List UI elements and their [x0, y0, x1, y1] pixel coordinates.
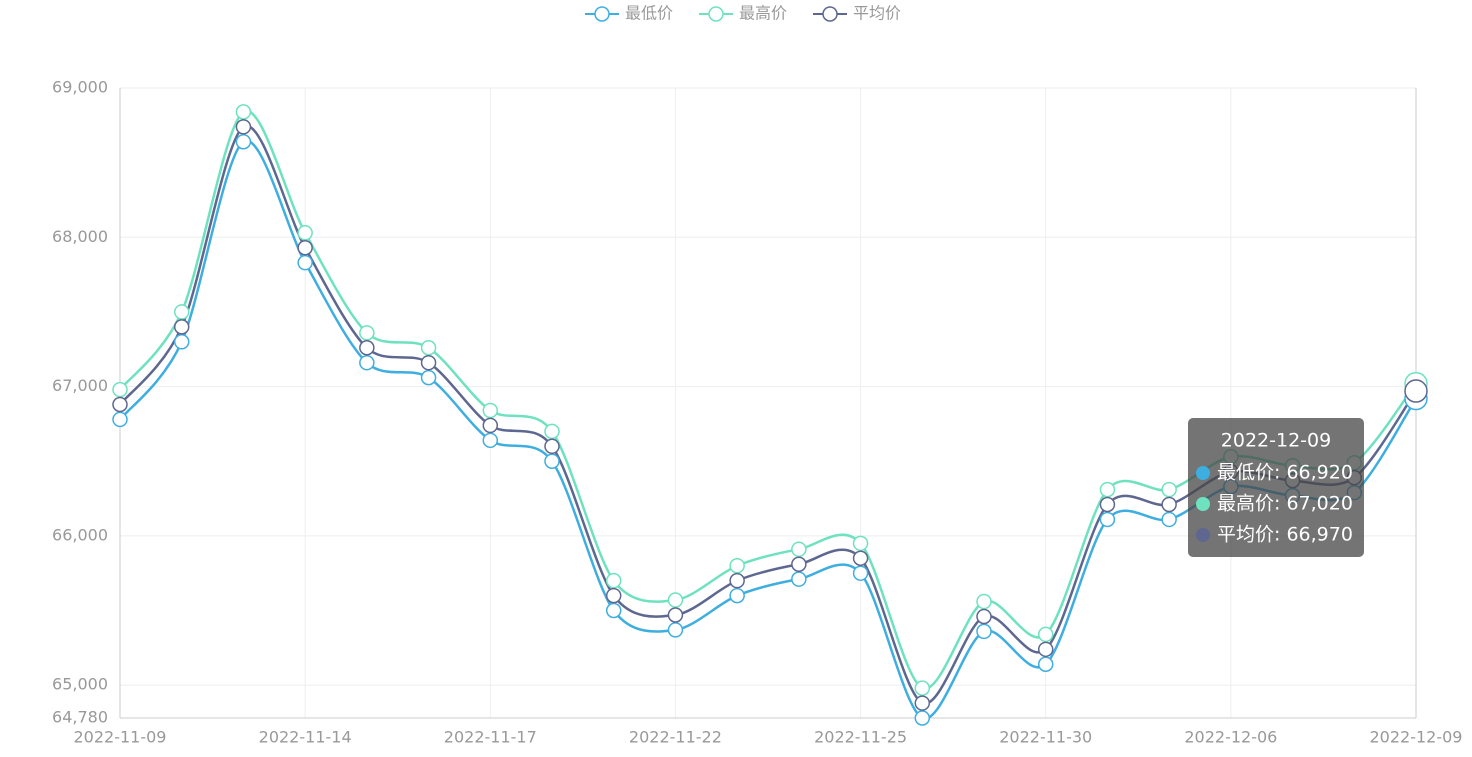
- data-point: [173, 319, 190, 335]
- tooltip-row: 最高价: 67,020: [1217, 493, 1353, 515]
- x-tick-label: 2022-11-25: [814, 728, 907, 747]
- series-line: [119, 124, 1418, 705]
- data-point: [482, 417, 499, 434]
- legend-label: 平均价: [853, 4, 901, 23]
- legend-label: 最低价: [625, 4, 673, 23]
- data-point: [976, 623, 992, 640]
- data-point: [852, 535, 869, 552]
- data-point: [544, 453, 560, 469]
- data-point: [297, 225, 313, 241]
- data-point: [1161, 496, 1177, 513]
- data-point: [544, 423, 560, 440]
- data-point: [297, 254, 313, 271]
- tooltip-row: 最低价: 66,920: [1217, 462, 1353, 484]
- data-point: [235, 119, 252, 135]
- x-tick-label: 2022-11-09: [74, 728, 167, 747]
- data-point: [791, 541, 807, 558]
- legend-icon: [594, 6, 610, 22]
- data-point: [729, 587, 745, 604]
- data-point: [852, 550, 869, 567]
- data-point: [1161, 481, 1177, 498]
- data-point: [112, 411, 128, 428]
- y-tick-label: 66,000: [52, 525, 108, 544]
- legend-label: 最高价: [739, 4, 787, 23]
- data-point: [791, 556, 807, 572]
- data-point: [667, 622, 684, 638]
- legend-icon: [822, 6, 838, 22]
- data-point: [1404, 379, 1428, 403]
- x-tick-label: 2022-12-09: [1370, 728, 1463, 747]
- data-point: [112, 396, 128, 413]
- data-point: [667, 592, 684, 608]
- data-point: [173, 304, 190, 320]
- data-point: [976, 608, 992, 625]
- data-point: [729, 557, 745, 574]
- data-point: [173, 334, 190, 350]
- data-point: [482, 402, 499, 419]
- y-tick-label: 65,000: [52, 675, 108, 694]
- tooltip-title: 2022-12-09: [1221, 430, 1331, 452]
- data-point: [976, 593, 992, 610]
- data-point: [420, 340, 437, 356]
- data-point: [1099, 481, 1116, 498]
- data-point: [359, 340, 375, 356]
- data-point: [852, 565, 869, 581]
- data-point: [1161, 511, 1177, 528]
- data-point: [1099, 496, 1116, 513]
- data-point: [729, 572, 745, 589]
- data-point: [235, 104, 252, 120]
- y-tick-label: 68,000: [52, 227, 108, 246]
- tooltip-dot: [1196, 466, 1210, 480]
- data-point: [914, 680, 931, 696]
- series-line: [119, 109, 1417, 690]
- data-point: [914, 710, 931, 726]
- data-point: [605, 602, 622, 619]
- data-point: [605, 587, 622, 604]
- x-tick-label: 2022-11-17: [444, 728, 537, 747]
- data-point: [359, 354, 375, 371]
- x-tick-label: 2022-11-14: [259, 728, 352, 747]
- legend: 最低价 最高价 平均价: [585, 4, 901, 23]
- x-tick-label: 2022-12-06: [1184, 728, 1277, 747]
- data-point: [1037, 641, 1054, 658]
- y-tick-label: 69,000: [52, 78, 108, 97]
- data-point: [482, 432, 499, 449]
- x-tick-label: 2022-11-30: [999, 728, 1092, 747]
- x-tick-label: 2022-11-22: [629, 728, 722, 747]
- data-point: [544, 438, 560, 455]
- data-point: [359, 325, 375, 341]
- legend-icon: [708, 6, 724, 22]
- data-point: [791, 571, 807, 587]
- data-point: [1099, 511, 1116, 528]
- data-point: [235, 133, 252, 150]
- data-point: [667, 607, 684, 623]
- tooltip-box: [1188, 418, 1364, 557]
- tooltip: 2022-12-09 最低价: 66,920 最高价: 67,020 平均价: 66,…: [1188, 418, 1364, 557]
- data-point: [420, 354, 437, 371]
- data-point: [1037, 626, 1054, 643]
- data-point: [297, 239, 313, 256]
- y-tick-label: 67,000: [52, 376, 108, 395]
- data-point: [112, 381, 128, 398]
- data-point: [1037, 656, 1054, 673]
- data-point: [914, 695, 931, 711]
- y-tick-label: 64,780: [52, 708, 108, 727]
- tooltip-dot: [1196, 497, 1210, 511]
- data-point: [420, 369, 437, 386]
- tooltip-row: 平均价: 66,970: [1217, 524, 1353, 546]
- tooltip-dot: [1196, 528, 1210, 542]
- data-point: [605, 572, 622, 589]
